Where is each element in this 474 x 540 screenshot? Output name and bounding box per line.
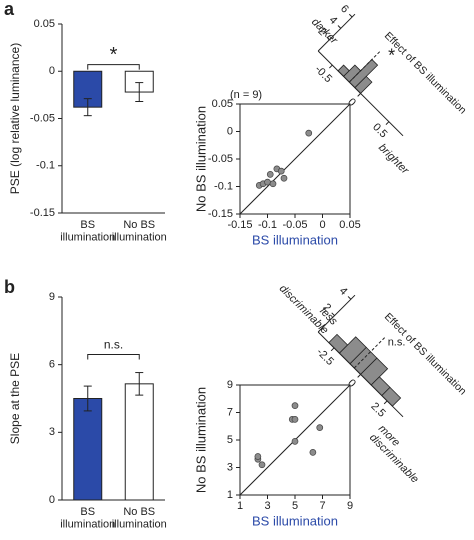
x-tick-label: 3: [264, 500, 270, 512]
annotation: (n = 9): [230, 89, 262, 101]
x-tick-label: 7: [319, 500, 325, 512]
histogram-tick: [385, 121, 390, 125]
x-tick-label: BS illumination: [60, 219, 115, 244]
histogram-count-tick: [331, 312, 335, 316]
y-tick-label: -0.15: [30, 207, 55, 219]
histogram-tick: [357, 374, 361, 378]
histogram-count-label: 6: [338, 3, 351, 16]
x-tick-label: -0.15: [227, 219, 252, 231]
x-tick-label: 9: [347, 500, 353, 512]
point: [309, 449, 317, 456]
point: [277, 167, 285, 175]
histogram-mean: [353, 336, 386, 369]
x-tick-label: -0.1: [258, 219, 277, 231]
x-tick-label: 5: [292, 500, 298, 512]
histogram-count-axis: [317, 13, 356, 52]
y-axis-label: Slope at the PSE: [8, 353, 22, 444]
histogram-tick: [357, 93, 361, 97]
x-tick-label: No BS illumination: [112, 506, 167, 531]
y-tick-label: 6: [49, 359, 55, 371]
y-axis-label: No BS illumination: [193, 106, 208, 212]
point: [264, 178, 271, 186]
point: [280, 174, 288, 182]
x-tick-label: 1: [237, 500, 243, 512]
histogram-tick: [383, 400, 388, 405]
significance-bracket: [87, 64, 140, 70]
histogram-count-axis: [317, 294, 356, 333]
y-tick-label: 0.05: [212, 98, 233, 110]
histogram-count-tick: [348, 13, 353, 18]
histogram-right-label: brighter: [376, 142, 412, 178]
x-tick-label: -0.05: [282, 219, 307, 231]
panel-label: a: [4, 0, 15, 19]
point: [291, 416, 299, 423]
y-tick-label: -0.1: [214, 180, 233, 192]
y-tick-label: 0: [49, 494, 55, 506]
y-tick-label: 5: [227, 434, 233, 446]
identity-line: [239, 103, 351, 215]
y-axis-label: PSE (log relative luminance): [8, 43, 22, 194]
histogram-count-label: 4: [327, 14, 340, 27]
significance-bracket: [87, 354, 140, 360]
bar: [124, 383, 154, 501]
histogram-mean: [348, 50, 381, 83]
histogram-right-label: morediscriminable: [367, 423, 430, 486]
y-tick-label: 3: [227, 461, 233, 473]
histogram-count-label: 4: [337, 285, 350, 298]
histogram-tick: [329, 64, 333, 69]
histogram-base-axis: [317, 331, 404, 418]
histogram-tick: [330, 347, 335, 352]
x-tick-label: BS illumination: [60, 506, 115, 531]
point: [316, 424, 324, 431]
y-tick-label: 3: [49, 426, 55, 438]
point: [305, 129, 313, 137]
y-tick-label: 0.05: [34, 18, 55, 30]
y-tick-label: 1: [227, 489, 233, 501]
y-axis-label: No BS illumination: [193, 387, 208, 493]
histogram-count-tick: [347, 296, 352, 300]
point: [291, 438, 299, 445]
x-tick-label: 0.05: [339, 219, 360, 231]
y-tick-label: -0.15: [208, 208, 233, 220]
y-tick-label: 0: [49, 65, 55, 77]
point: [266, 171, 274, 178]
y-tick-label: 9: [227, 379, 233, 391]
point: [258, 461, 266, 469]
histogram-count-tick: [326, 36, 330, 41]
histogram-title: Effect of BS illumination: [382, 30, 469, 117]
x-axis-label: BS illumination: [252, 513, 338, 528]
histogram-significance: *: [388, 45, 395, 65]
significance-label: *: [110, 44, 118, 66]
y-tick-label: 7: [227, 406, 233, 418]
point: [254, 453, 262, 460]
x-tick-label: No BS illumination: [112, 219, 167, 244]
y-tick-label: -0.05: [208, 153, 233, 165]
bar: [73, 398, 103, 501]
histogram-title: Effect of BS illumination: [382, 311, 469, 398]
x-axis-label: BS illumination: [252, 232, 338, 247]
y-tick-label: -0.05: [30, 112, 55, 124]
y-tick-label: 0: [227, 125, 233, 137]
x-tick-label: 0: [319, 219, 325, 231]
panel-label: b: [4, 277, 15, 297]
y-tick-label: 9: [49, 291, 55, 303]
histogram-significance: n.s.: [388, 337, 406, 349]
point: [269, 180, 277, 188]
histogram-count-tick: [337, 25, 342, 29]
point: [291, 402, 299, 409]
significance-label: n.s.: [104, 338, 123, 352]
y-tick-label: -0.1: [36, 160, 55, 172]
